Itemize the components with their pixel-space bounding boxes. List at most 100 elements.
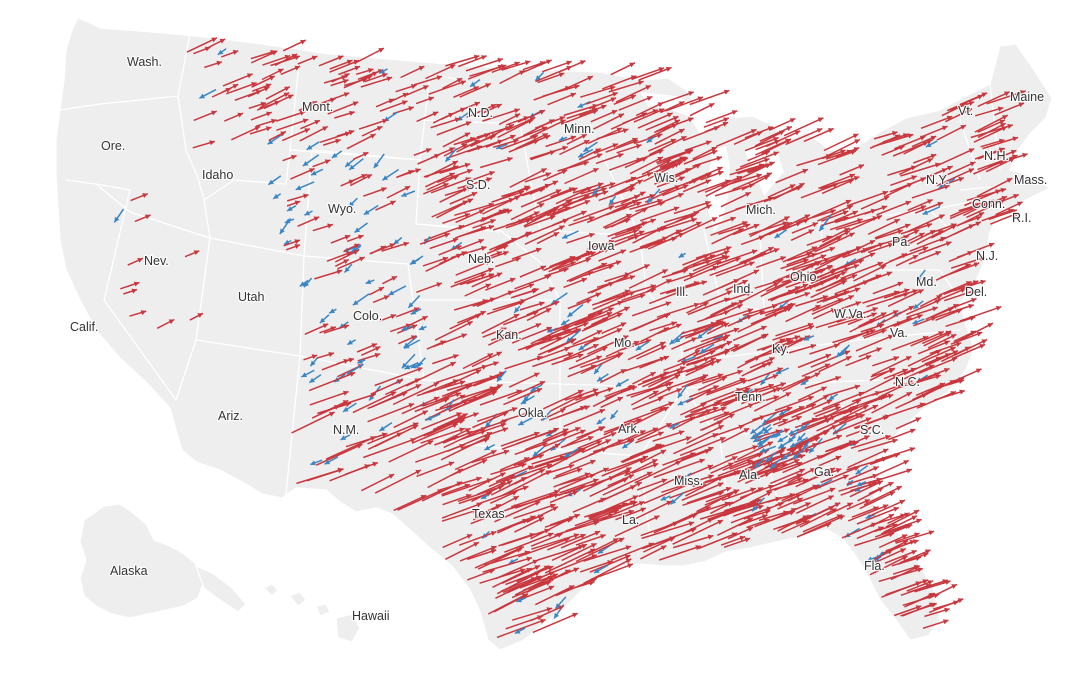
shift-right-arrow	[421, 412, 462, 430]
shift-right-arrow	[509, 167, 547, 188]
shift-right-arrow	[531, 533, 580, 550]
shift-right-arrow	[648, 290, 683, 305]
shift-right-arrow	[662, 452, 696, 466]
shift-right-arrow	[468, 472, 506, 492]
shift-right-arrow	[801, 363, 831, 377]
shift-right-arrow	[360, 473, 395, 492]
shift-right-arrow	[549, 490, 579, 504]
shift-right-arrow	[976, 177, 1013, 198]
shift-right-arrow	[583, 545, 632, 562]
shift-left-arrow	[856, 481, 867, 487]
shift-right-arrow	[815, 274, 858, 292]
shift-left-arrow	[759, 445, 777, 453]
shift-right-arrow	[681, 482, 724, 501]
shift-right-arrow	[311, 97, 336, 108]
shift-right-arrow	[821, 138, 861, 160]
shift-right-arrow	[680, 216, 718, 236]
state-label-nd: N.D.	[468, 106, 493, 120]
shift-right-arrow	[743, 509, 771, 520]
shift-right-arrow	[334, 392, 377, 408]
shift-right-arrow	[721, 427, 750, 444]
shift-right-arrow	[915, 382, 946, 396]
shift-right-arrow	[286, 200, 301, 207]
shift-right-arrow	[505, 218, 532, 229]
shift-right-arrow	[303, 354, 318, 361]
shift-right-arrow	[581, 312, 623, 332]
shift-right-arrow	[400, 65, 425, 79]
shift-right-arrow	[652, 430, 685, 442]
shift-right-arrow	[481, 313, 520, 334]
shift-right-arrow	[607, 221, 648, 238]
shift-right-arrow	[632, 371, 657, 385]
shift-left-arrow	[363, 204, 379, 216]
shift-right-arrow	[858, 347, 882, 358]
shift-right-arrow	[353, 151, 369, 160]
shift-right-arrow	[425, 64, 456, 80]
shift-right-arrow	[379, 100, 408, 112]
shift-right-arrow	[565, 187, 607, 202]
shift-left-arrow	[561, 230, 579, 239]
shift-right-arrow	[613, 94, 637, 105]
shift-right-arrow	[913, 153, 937, 164]
shift-right-arrow	[874, 548, 907, 564]
shift-right-arrow	[566, 133, 588, 145]
shift-right-arrow	[448, 388, 499, 412]
shift-right-arrow	[856, 526, 884, 540]
shift-left-arrow	[401, 325, 413, 331]
shift-right-arrow	[699, 420, 723, 431]
shift-left-arrow	[912, 300, 924, 310]
shift-right-arrow	[629, 156, 664, 175]
shift-right-arrow	[650, 401, 675, 412]
shift-left-arrow	[378, 421, 393, 432]
shift-left-arrow	[403, 335, 418, 349]
shift-left-arrow	[560, 319, 570, 326]
shift-right-arrow	[193, 46, 211, 55]
shift-right-arrow	[309, 390, 349, 406]
shift-right-arrow	[508, 372, 540, 388]
shift-right-arrow	[862, 321, 903, 338]
shift-right-arrow	[686, 350, 716, 363]
shift-right-arrow	[860, 323, 885, 333]
shift-right-arrow	[737, 163, 766, 175]
shift-right-arrow	[189, 312, 204, 321]
shift-right-arrow	[848, 466, 879, 481]
shift-right-arrow	[363, 187, 387, 197]
shift-right-arrow	[720, 269, 760, 288]
shift-left-arrow	[373, 153, 385, 169]
shift-right-arrow	[883, 368, 908, 380]
shift-right-arrow	[379, 314, 397, 322]
shift-right-arrow	[476, 407, 518, 423]
shift-right-arrow	[545, 135, 577, 148]
shift-right-arrow	[472, 495, 520, 521]
shift-right-arrow	[482, 108, 520, 122]
shift-left-arrow	[677, 397, 694, 406]
shift-right-arrow	[566, 232, 595, 244]
shift-right-arrow	[907, 199, 933, 211]
shift-right-arrow	[892, 141, 929, 157]
shift-left-arrow	[328, 308, 337, 314]
shift-right-arrow	[800, 183, 839, 199]
shift-right-arrow	[689, 102, 715, 117]
shift-right-arrow	[522, 59, 552, 73]
shift-right-arrow	[381, 241, 410, 252]
shift-right-arrow	[685, 406, 719, 419]
shift-right-arrow	[564, 167, 599, 185]
shift-right-arrow	[884, 549, 918, 564]
shift-right-arrow	[970, 123, 1014, 139]
shift-right-arrow	[432, 412, 479, 431]
shift-right-arrow	[669, 163, 702, 181]
shift-right-arrow	[718, 249, 758, 265]
shift-right-arrow	[630, 390, 659, 406]
shift-right-arrow	[357, 71, 378, 83]
shift-left-arrow	[354, 222, 368, 234]
shift-right-arrow	[261, 68, 284, 81]
shift-right-arrow	[842, 261, 884, 279]
shift-right-arrow	[536, 231, 560, 245]
shift-left-arrow	[309, 357, 319, 367]
shift-right-arrow	[285, 244, 301, 251]
shift-right-arrow	[275, 110, 306, 122]
shift-right-arrow	[692, 146, 718, 160]
shift-right-arrow	[282, 39, 307, 52]
state-label-nc: N.C.	[895, 375, 920, 389]
shift-right-arrow	[436, 121, 472, 136]
